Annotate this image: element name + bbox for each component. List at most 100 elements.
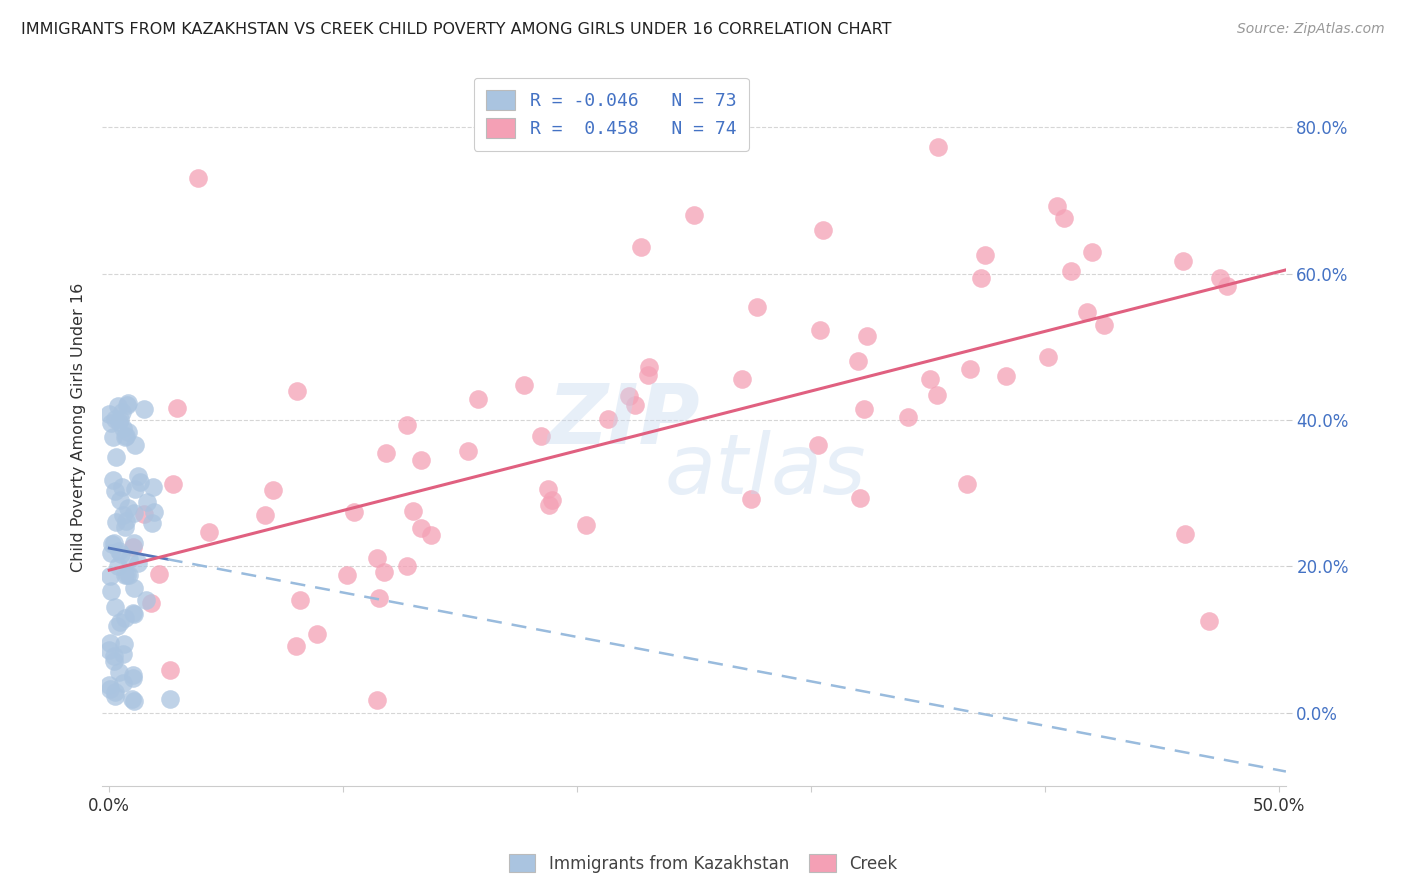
Point — [103, 685, 125, 699]
Y-axis label: Child Poverty Among Girls Under 16: Child Poverty Among Girls Under 16 — [72, 283, 86, 572]
Point — [112, 420, 135, 434]
Point — [108, 412, 131, 426]
Point — [114, 567, 136, 582]
Point — [925, 388, 948, 402]
Point — [846, 354, 869, 368]
Point — [198, 524, 221, 539]
Point — [103, 536, 125, 550]
Point — [1080, 244, 1102, 259]
Point — [122, 668, 145, 682]
Point — [1092, 318, 1115, 332]
Point — [994, 369, 1017, 384]
Point — [683, 208, 706, 222]
Point — [107, 559, 129, 574]
Point — [121, 606, 143, 620]
Point — [1060, 264, 1083, 278]
Point — [117, 396, 139, 410]
Point — [132, 507, 155, 521]
Point — [1209, 270, 1232, 285]
Point — [848, 491, 870, 505]
Point — [124, 536, 146, 550]
Point — [402, 504, 425, 518]
Point — [98, 682, 121, 697]
Point — [1173, 254, 1195, 268]
Point — [148, 567, 170, 582]
Point — [110, 547, 132, 561]
Point — [959, 362, 981, 376]
Point — [159, 692, 181, 706]
Point — [575, 518, 598, 533]
Point — [98, 636, 121, 650]
Point — [637, 368, 659, 382]
Point — [305, 626, 328, 640]
Point — [114, 610, 136, 624]
Point — [637, 359, 659, 374]
Text: Source: ZipAtlas.com: Source: ZipAtlas.com — [1237, 22, 1385, 37]
Point — [162, 477, 184, 491]
Point — [598, 412, 620, 426]
Point — [285, 639, 308, 653]
Point — [98, 642, 121, 657]
Point — [104, 600, 127, 615]
Point — [920, 372, 942, 386]
Point — [122, 672, 145, 686]
Point — [101, 473, 124, 487]
Point — [159, 663, 181, 677]
Point — [115, 398, 138, 412]
Point — [731, 372, 754, 386]
Point — [114, 429, 136, 443]
Point — [111, 508, 134, 523]
Text: atlas: atlas — [664, 430, 866, 511]
Point — [396, 558, 419, 573]
Point — [530, 428, 553, 442]
Point — [395, 418, 418, 433]
Point — [419, 527, 441, 541]
Point — [118, 568, 141, 582]
Point — [124, 482, 146, 496]
Point — [457, 444, 479, 458]
Text: IMMIGRANTS FROM KAZAKHSTAN VS CREEK CHILD POVERTY AMONG GIRLS UNDER 16 CORRELATI: IMMIGRANTS FROM KAZAKHSTAN VS CREEK CHIL… — [21, 22, 891, 37]
Point — [343, 505, 366, 519]
Point — [100, 537, 122, 551]
Point — [98, 407, 121, 421]
Point — [1046, 198, 1069, 212]
Point — [367, 591, 389, 605]
Point — [103, 654, 125, 668]
Text: ZIP: ZIP — [547, 380, 699, 460]
Point — [111, 676, 134, 690]
Point — [366, 693, 388, 707]
Point — [107, 400, 129, 414]
Point — [142, 480, 165, 494]
Point — [1053, 211, 1076, 226]
Point — [108, 415, 131, 429]
Point — [512, 378, 534, 392]
Point — [105, 516, 128, 530]
Point — [856, 329, 879, 343]
Point — [740, 491, 762, 506]
Point — [537, 498, 560, 512]
Point — [541, 492, 564, 507]
Point — [107, 619, 129, 633]
Point — [101, 430, 124, 444]
Point — [262, 483, 284, 497]
Legend: R = -0.046   N = 73, R =  0.458   N = 74: R = -0.046 N = 73, R = 0.458 N = 74 — [474, 78, 749, 151]
Point — [336, 568, 359, 582]
Point — [135, 592, 157, 607]
Point — [104, 690, 127, 704]
Point — [897, 409, 920, 424]
Point — [467, 392, 489, 407]
Point — [135, 495, 157, 509]
Point — [124, 438, 146, 452]
Point — [970, 271, 993, 285]
Point — [375, 446, 398, 460]
Point — [100, 583, 122, 598]
Point — [104, 412, 127, 426]
Point — [807, 438, 830, 452]
Point — [112, 637, 135, 651]
Point — [811, 222, 834, 236]
Point — [98, 569, 121, 583]
Legend: Immigrants from Kazakhstan, Creek: Immigrants from Kazakhstan, Creek — [502, 847, 904, 880]
Point — [852, 402, 875, 417]
Point — [366, 550, 388, 565]
Point — [630, 240, 652, 254]
